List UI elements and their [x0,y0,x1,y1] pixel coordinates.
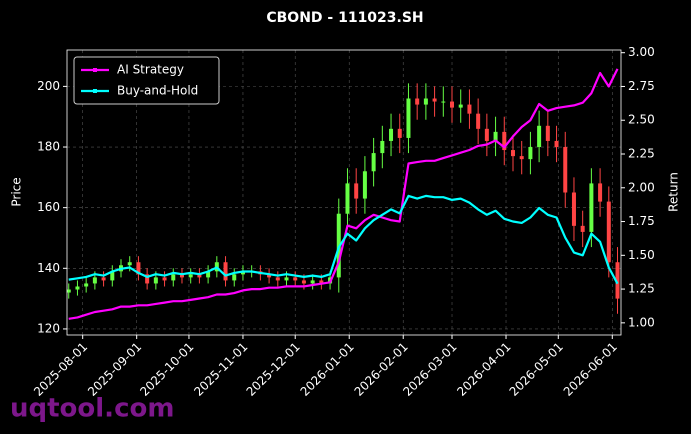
legend-label: Buy-and-Hold [117,84,198,98]
y-tick-label: 180 [37,140,60,154]
y-tick-label: 160 [37,200,60,214]
candle-body [310,280,315,284]
candle-body [75,286,80,290]
candle-body [301,280,306,284]
candle-body [153,277,158,284]
x-tick-label: 2025-09-01 [85,340,144,399]
y2-tick-label: 1.00 [628,315,655,329]
candle-body [179,274,184,278]
y2-tick-label: 2.75 [628,79,655,93]
candle-body [415,98,420,105]
candle-body [537,125,542,148]
watermark: uqtool.com [10,394,174,424]
legend-label: AI Strategy [117,63,184,77]
y2-tick-label: 1.50 [628,248,655,262]
candle-body [92,277,97,284]
y2-tick-label: 2.25 [628,147,655,161]
candle-body [476,113,481,129]
return-line [68,194,619,285]
candle-body [598,183,603,202]
x-tick-label: 2026-06-01 [561,340,620,399]
candle-body [528,147,533,160]
candle-body [571,192,576,226]
chart-title: CBOND - 111023.SH [266,10,423,26]
candle-body [188,274,193,278]
candle-body [240,271,245,275]
candle-body [484,128,489,141]
candle-body [354,183,359,199]
candle-body [615,262,620,299]
candle-body [397,128,402,138]
candle-body [84,283,89,287]
candle-body [519,156,524,160]
candle-body [162,277,167,281]
candle-body [380,140,385,154]
x-tick-label: 2025-08-01 [31,340,90,399]
candle-body [345,183,350,214]
candle-body [223,262,228,281]
candle-body [589,183,594,232]
candle-body [580,225,585,232]
y2-tick-label: 1.25 [628,282,655,296]
y2-tick-label: 3.00 [628,45,655,59]
legend-marker [93,68,97,72]
candle-body [319,280,324,284]
candle-body [554,140,559,148]
candle-body [293,277,298,281]
x-tick-label: 2025-12-01 [244,340,303,399]
x-tick-label: 2026-04-01 [454,340,513,399]
candle-body [563,147,568,193]
candle-body [232,274,237,281]
x-tick-label: 2025-11-01 [191,340,250,399]
candle-body [371,153,376,172]
return-line [68,68,619,320]
candle-body [171,274,176,281]
candle-body [197,274,202,278]
candle-body [441,101,446,103]
candle-body [432,98,437,102]
x-tick-label: 2025-10-01 [137,340,196,399]
x-tick-label: 2026-05-01 [507,340,566,399]
candle-body [284,277,289,281]
candle-body [275,277,280,281]
candle-body [406,98,411,138]
candle-body [545,125,550,141]
candle-body [450,101,455,108]
candle-body [458,104,463,108]
y2-axis-label: Return [667,172,681,212]
candle-body [127,262,132,266]
candle-body [493,131,498,141]
legend-box [73,56,220,105]
candle-body [423,98,428,105]
candle-body [101,277,106,281]
legend-marker [93,89,97,93]
candle-body [66,289,71,293]
candle-body [362,171,367,199]
y-tick-label: 200 [37,79,60,93]
candle-body [606,201,611,263]
y2-tick-label: 2.50 [628,113,655,127]
candle-body [136,262,141,275]
candle-body [145,274,150,284]
x-tick-label: 2026-01-01 [298,340,357,399]
candle-body [502,131,507,151]
candle-body [206,271,211,278]
candle-body [389,128,394,141]
candle-body [267,274,272,278]
y-tick-label: 140 [37,261,60,275]
y-tick-label: 120 [37,321,60,335]
plot-frame [66,49,622,336]
y2-tick-label: 2.00 [628,180,655,194]
candle-body [110,271,115,281]
y-axis-label: Price [10,177,24,206]
candle-body [510,150,515,157]
y2-tick-label: 1.75 [628,214,655,228]
candle-body [467,104,472,114]
